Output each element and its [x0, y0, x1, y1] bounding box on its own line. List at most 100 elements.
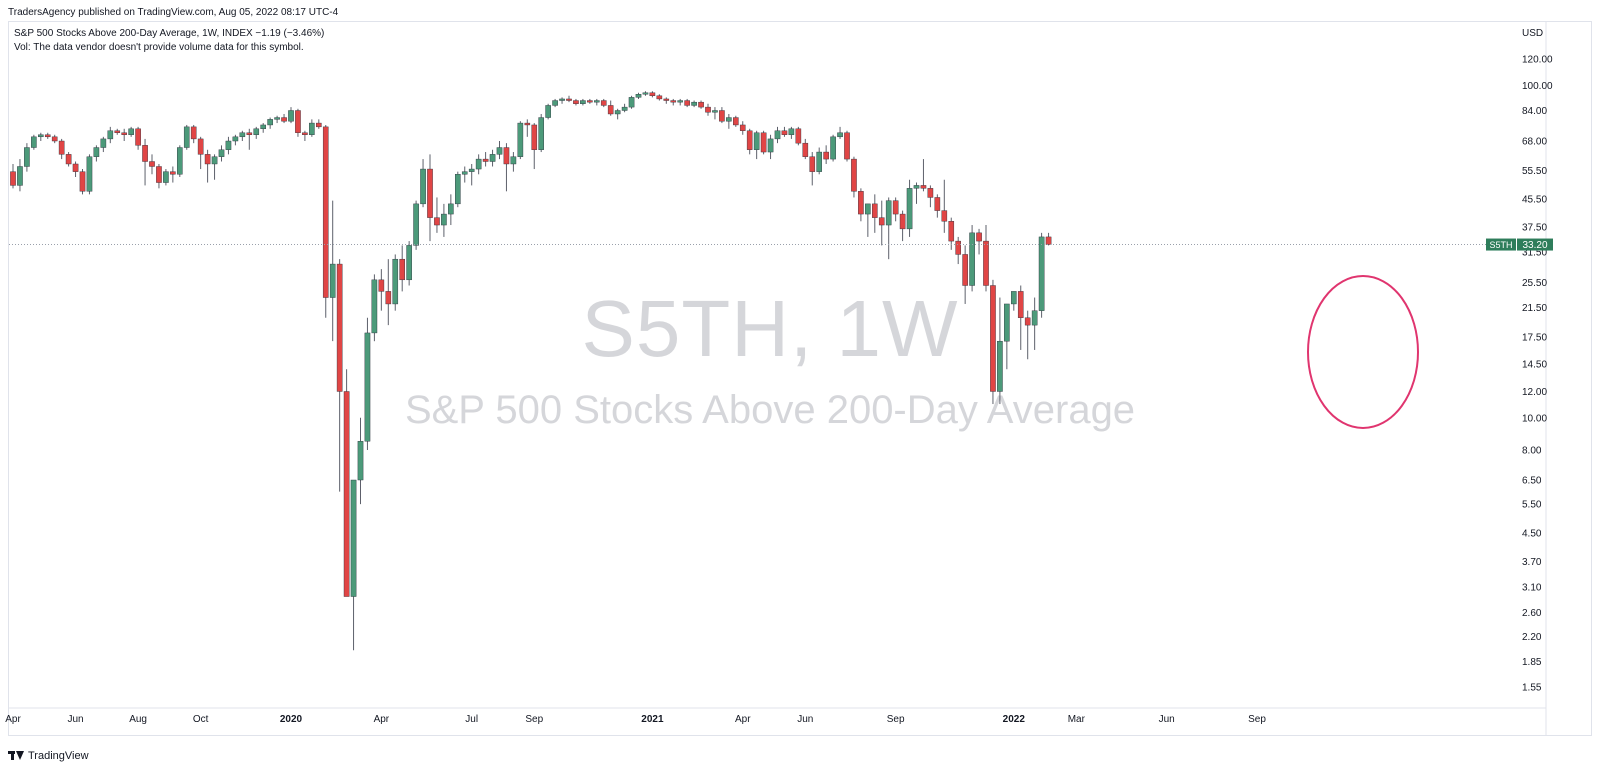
candle[interactable] [79, 169, 86, 195]
candle[interactable] [621, 103, 628, 113]
candle[interactable] [656, 94, 663, 101]
candle[interactable] [489, 149, 496, 167]
candle[interactable] [927, 185, 934, 208]
candle[interactable] [58, 138, 65, 160]
candle[interactable] [441, 203, 447, 237]
candle[interactable] [1038, 232, 1045, 318]
footer-brand[interactable]: TradingView [8, 750, 89, 762]
candle[interactable] [295, 108, 301, 137]
candle[interactable] [913, 182, 920, 204]
candle[interactable] [322, 124, 329, 318]
candle[interactable] [378, 269, 385, 311]
candle[interactable] [531, 123, 538, 170]
candle[interactable] [635, 92, 642, 99]
candle[interactable] [170, 166, 176, 183]
candle[interactable] [211, 154, 218, 180]
candle[interactable] [455, 171, 461, 208]
candle[interactable] [587, 98, 593, 104]
candle[interactable] [197, 136, 204, 170]
candle[interactable] [885, 197, 892, 260]
candle[interactable] [100, 136, 107, 153]
candle[interactable] [830, 134, 836, 162]
candle[interactable] [983, 225, 989, 292]
candle[interactable] [524, 119, 531, 137]
candle[interactable] [38, 132, 44, 142]
candle[interactable] [72, 161, 79, 177]
candle[interactable] [781, 126, 788, 137]
candle[interactable] [823, 145, 829, 164]
candle[interactable] [788, 126, 795, 139]
candle[interactable] [406, 241, 412, 286]
candle[interactable] [663, 97, 670, 104]
candle[interactable] [128, 126, 134, 137]
candle[interactable] [795, 126, 802, 146]
candle[interactable] [760, 130, 767, 155]
candle[interactable] [607, 100, 614, 116]
candle[interactable] [121, 128, 127, 142]
candle[interactable] [767, 134, 774, 160]
candle[interactable] [267, 117, 273, 129]
candle[interactable] [580, 98, 586, 106]
candle[interactable] [510, 152, 517, 172]
candle[interactable] [392, 254, 399, 311]
candle[interactable] [899, 210, 906, 242]
candle[interactable] [496, 141, 503, 160]
candle[interactable] [837, 126, 843, 139]
candle[interactable] [705, 103, 711, 116]
candle[interactable] [649, 91, 656, 98]
candle[interactable] [309, 119, 315, 137]
candle[interactable] [218, 145, 225, 162]
candle[interactable] [149, 154, 155, 175]
candle[interactable] [316, 119, 322, 129]
candle[interactable] [802, 138, 809, 160]
candle[interactable] [1017, 285, 1024, 350]
candle[interactable] [559, 97, 565, 104]
candle[interactable] [816, 147, 822, 175]
candle[interactable] [1045, 232, 1052, 246]
candle[interactable] [399, 245, 406, 292]
candle[interactable] [753, 130, 760, 160]
candle[interactable] [385, 259, 392, 326]
candle[interactable] [670, 98, 677, 106]
candle[interactable] [872, 194, 878, 233]
candle[interactable] [93, 145, 100, 162]
candle[interactable] [934, 194, 941, 218]
candle[interactable] [503, 143, 510, 192]
candle[interactable] [163, 169, 169, 186]
candle[interactable] [107, 126, 114, 144]
candle[interactable] [135, 126, 141, 150]
candle[interactable] [573, 98, 579, 106]
candle[interactable] [329, 200, 336, 342]
candle[interactable] [955, 236, 961, 265]
candle[interactable] [809, 152, 816, 186]
candle[interactable] [566, 95, 572, 103]
candle[interactable] [1004, 303, 1010, 370]
candle[interactable] [44, 132, 51, 139]
candle[interactable] [1011, 291, 1017, 311]
candle[interactable] [176, 145, 183, 177]
candle[interactable] [350, 479, 357, 651]
candle[interactable] [10, 163, 16, 189]
price-axis[interactable]: USD 1.55 1.85 2.20 2.60 3.10 3.70 4.50 5.50 6.50 8… [1522, 28, 1553, 694]
candle[interactable] [739, 121, 746, 135]
candle[interactable] [858, 188, 864, 222]
time-axis[interactable]: Apr Jun Aug Oct 2020 Apr Jul Sep 2021 Apr Jun Sep 20… [5, 714, 1266, 725]
candle[interactable] [336, 259, 343, 492]
candle[interactable] [719, 107, 725, 124]
candle[interactable] [253, 126, 260, 139]
candle[interactable] [274, 115, 280, 124]
candle[interactable] [628, 95, 635, 109]
candle[interactable] [343, 369, 350, 597]
candle[interactable] [1031, 297, 1038, 350]
candle[interactable] [997, 297, 1003, 405]
candle[interactable] [288, 107, 294, 124]
candle[interactable] [677, 98, 683, 106]
candle[interactable] [906, 179, 913, 237]
candle[interactable] [260, 123, 267, 133]
candle[interactable] [517, 121, 524, 160]
candle[interactable] [225, 136, 232, 155]
candle[interactable] [892, 197, 899, 222]
candle[interactable] [538, 113, 544, 153]
candle[interactable] [1024, 310, 1031, 360]
candle[interactable] [941, 179, 948, 233]
